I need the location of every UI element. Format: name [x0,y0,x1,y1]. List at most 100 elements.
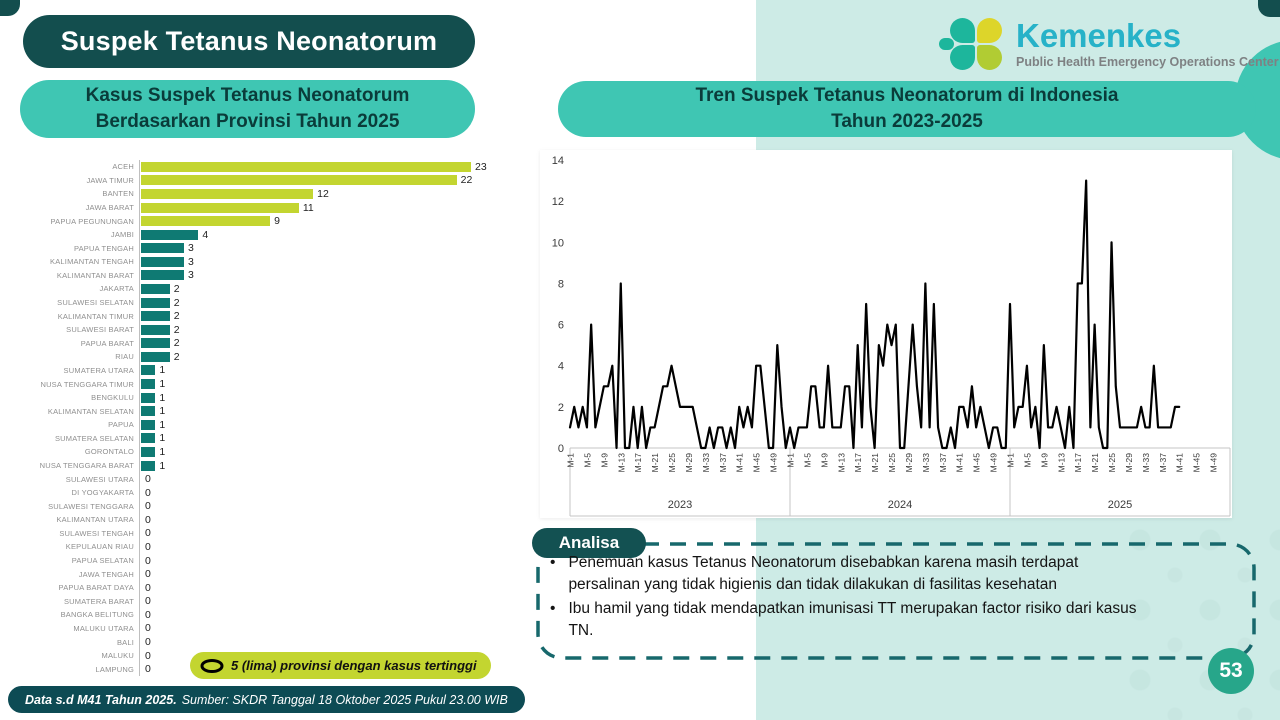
page-number-badge: 53 [1208,648,1254,694]
province-value: 0 [145,527,151,540]
province-label: SULAWESI TENGGARA [48,501,134,511]
x-axis-tick: M-49 [1209,453,1219,473]
logo-text: Kemenkes Public Health Emergency Operati… [1016,19,1279,69]
bar-row: MALUKU UTARA 0 [6,621,506,636]
kemenkes-logo-mark [939,16,1004,72]
x-axis-tick: M-9 [599,453,609,468]
right-chart-title-line1: Tren Suspek Tetanus Neonatorum di Indone… [695,85,1119,107]
province-value: 0 [145,554,151,567]
x-axis-tick: M-49 [989,453,999,473]
province-value: 0 [145,473,151,486]
y-axis-tick: 6 [558,320,564,332]
x-axis-tick: M-1 [566,453,576,468]
year-label: 2025 [1108,499,1132,511]
bar-row: KALIMANTAN SELATAN 1 [6,404,506,418]
bar-row: JAWA BARAT 11 [6,200,506,215]
province-value: 2 [173,337,180,350]
province-bar [141,175,457,186]
province-label: ACEH [112,162,134,172]
left-chart-title-line1: Kasus Suspek Tetanus Neonatorum [85,85,410,107]
province-bar [141,283,170,294]
bar-row: SUMATERA UTARA 1 [6,363,506,378]
bar-row: JAKARTA 2 [6,282,506,296]
bar-row: BANGKA BELITUNG 0 [6,608,506,622]
bar-row: BALI 0 [6,635,506,649]
bar-row: BENGKULU 1 [6,390,506,405]
x-axis-tick: M-37 [1158,453,1168,473]
x-axis-tick: M-45 [752,453,762,473]
x-axis-tick: M-17 [853,453,863,473]
bar-row: JAWA TIMUR 22 [6,173,506,188]
bar-row: PAPUA 1 [6,417,506,432]
province-label: JAWA TENGAH [78,569,134,579]
bar-row: SUMATERA SELATAN 1 [6,431,506,446]
x-axis-tick: M-25 [667,453,677,473]
x-axis-tick: M-29 [1124,453,1134,473]
province-label: PAPUA TENGAH [73,243,134,253]
province-label: PAPUA PEGUNUNGAN [50,216,134,226]
province-label: SUMATERA UTARA [63,365,134,375]
province-label: SULAWESI TENGAH [59,528,134,538]
province-label: DI YOGYAKARTA [71,488,134,498]
x-axis-tick: M-1 [786,453,796,468]
province-value: 0 [145,663,151,676]
province-label: MALUKU UTARA [73,623,134,633]
province-value: 2 [173,350,180,363]
y-axis-tick: 2 [558,402,564,414]
province-label: BENGKULU [91,393,134,403]
logo-petal-lime [977,45,1002,70]
province-label: KALIMANTAN SELATAN [47,406,134,416]
bar-row: PAPUA SELATAN 0 [6,553,506,568]
province-bar [141,311,170,322]
right-chart-title: Tren Suspek Tetanus Neonatorum di Indone… [558,81,1256,137]
province-value: 0 [145,636,151,649]
x-axis-tick: M-13 [1056,453,1066,473]
province-label: PAPUA BARAT DAYA [58,583,134,593]
y-axis-tick: 14 [552,155,564,167]
province-value: 3 [188,255,194,268]
x-axis-tick: M-45 [1192,453,1202,473]
y-axis-tick: 10 [552,237,564,249]
province-value: 2 [173,296,180,309]
province-bar [141,188,314,199]
bar-row: PAPUA BARAT DAYA 0 [6,580,506,595]
ellipse-icon [200,658,224,673]
bar-row: JAWA TENGAH 0 [6,567,506,581]
province-bar [141,392,156,403]
year-label: 2023 [668,499,692,511]
x-axis-tick: M-21 [870,453,880,473]
bar-row: KALIMANTAN UTARA 0 [6,513,506,527]
province-value: 0 [145,622,151,635]
logo-name: Kemenkes [1016,17,1182,54]
analisa-bullet: • Penemuan kasus Tetanus Neonatorum diseb… [550,552,1150,596]
province-value: 1 [159,459,166,472]
province-bar [141,270,185,281]
x-axis-tick: M-41 [735,453,745,473]
province-label: PAPUA [108,420,134,430]
left-chart-title-line2: Berdasarkan Provinsi Tahun 2025 [95,111,400,132]
analisa-tab-label: Analisa [558,533,620,552]
x-axis-tick: M-5 [802,453,812,468]
province-bar [141,161,471,172]
bar-chart-legend: 5 (lima) provinsi dengan kasus tertinggi [190,652,491,679]
province-value: 0 [145,568,151,581]
province-bar [141,256,185,267]
bar-chart-legend-text: 5 (lima) provinsi dengan kasus tertinggi [231,658,477,673]
x-axis-tick: M-33 [701,453,711,473]
province-bar [141,379,156,390]
trend-chart-panel: 0 2 4 6 8 10 12 14 M-1 M-5 M-9 M-13 M-17 M-21 M-25 M-29… [540,150,1232,518]
province-label: JAKARTA [99,284,134,294]
province-label: NUSA TENGGARA TIMUR [40,379,134,389]
province-bar-chart: ACEH 23 JAWA TIMUR 22 BANTEN 12 JAWA BARAT 11 PA… [6,160,506,676]
x-axis-tick: M-29 [684,453,694,473]
x-axis-tick: M-1 [1006,453,1016,468]
bar-row: BANTEN 12 [6,187,506,201]
province-label: GORONTALO [84,447,134,457]
x-axis-tick: M-49 [769,453,779,473]
province-label: SULAWESI UTARA [65,474,134,484]
bar-row: RIAU 2 [6,350,506,364]
bar-row: NUSA TENGGARA BARAT 1 [6,458,506,473]
province-label: PAPUA SELATAN [71,556,134,566]
bullet-text: Penemuan kasus Tetanus Neonatorum diseba… [568,554,1079,593]
left-chart-title: Kasus Suspek Tetanus Neonatorum Berdasar… [20,80,475,138]
